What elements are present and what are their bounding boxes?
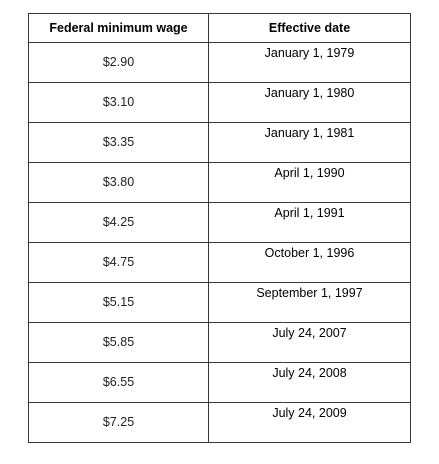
wage-cell: $2.90 [28, 42, 209, 83]
table-row: $3.35 January 1, 1981 [28, 122, 411, 163]
wage-cell: $7.25 [28, 402, 209, 443]
wage-cell: $4.75 [28, 242, 209, 283]
header-effective-date: Effective date [208, 13, 411, 43]
date-cell: April 1, 1990 [208, 162, 411, 203]
wage-cell: $3.80 [28, 162, 209, 203]
table-row: $5.85 July 24, 2007 [28, 322, 411, 363]
date-cell: January 1, 1981 [208, 122, 411, 163]
date-cell: July 24, 2009 [208, 402, 411, 443]
minimum-wage-table: Federal minimum wage Effective date $2.9… [28, 13, 411, 443]
wage-cell: $3.35 [28, 122, 209, 163]
table-row: $2.90 January 1, 1979 [28, 42, 411, 83]
header-row: Federal minimum wage Effective date [28, 13, 411, 43]
wage-cell: $5.15 [28, 282, 209, 323]
date-cell: July 24, 2008 [208, 362, 411, 403]
table-row: $4.75 October 1, 1996 [28, 242, 411, 283]
date-cell: September 1, 1997 [208, 282, 411, 323]
table-body: $2.90 January 1, 1979 $3.10 January 1, 1… [28, 42, 411, 443]
date-cell: January 1, 1979 [208, 42, 411, 83]
wage-cell: $5.85 [28, 322, 209, 363]
wage-cell: $4.25 [28, 202, 209, 243]
date-cell: April 1, 1991 [208, 202, 411, 243]
table-header: Federal minimum wage Effective date [28, 13, 411, 43]
table-row: $3.80 April 1, 1990 [28, 162, 411, 203]
table-row: $7.25 July 24, 2009 [28, 402, 411, 443]
table-row: $3.10 January 1, 1980 [28, 82, 411, 123]
header-federal-minimum-wage: Federal minimum wage [28, 13, 209, 43]
date-cell: January 1, 1980 [208, 82, 411, 123]
date-cell: July 24, 2007 [208, 322, 411, 363]
table-row: $6.55 July 24, 2008 [28, 362, 411, 403]
table-row: $5.15 September 1, 1997 [28, 282, 411, 323]
minimum-wage-table-container: Federal minimum wage Effective date $2.9… [28, 13, 411, 443]
wage-cell: $3.10 [28, 82, 209, 123]
wage-cell: $6.55 [28, 362, 209, 403]
table-row: $4.25 April 1, 1991 [28, 202, 411, 243]
date-cell: October 1, 1996 [208, 242, 411, 283]
